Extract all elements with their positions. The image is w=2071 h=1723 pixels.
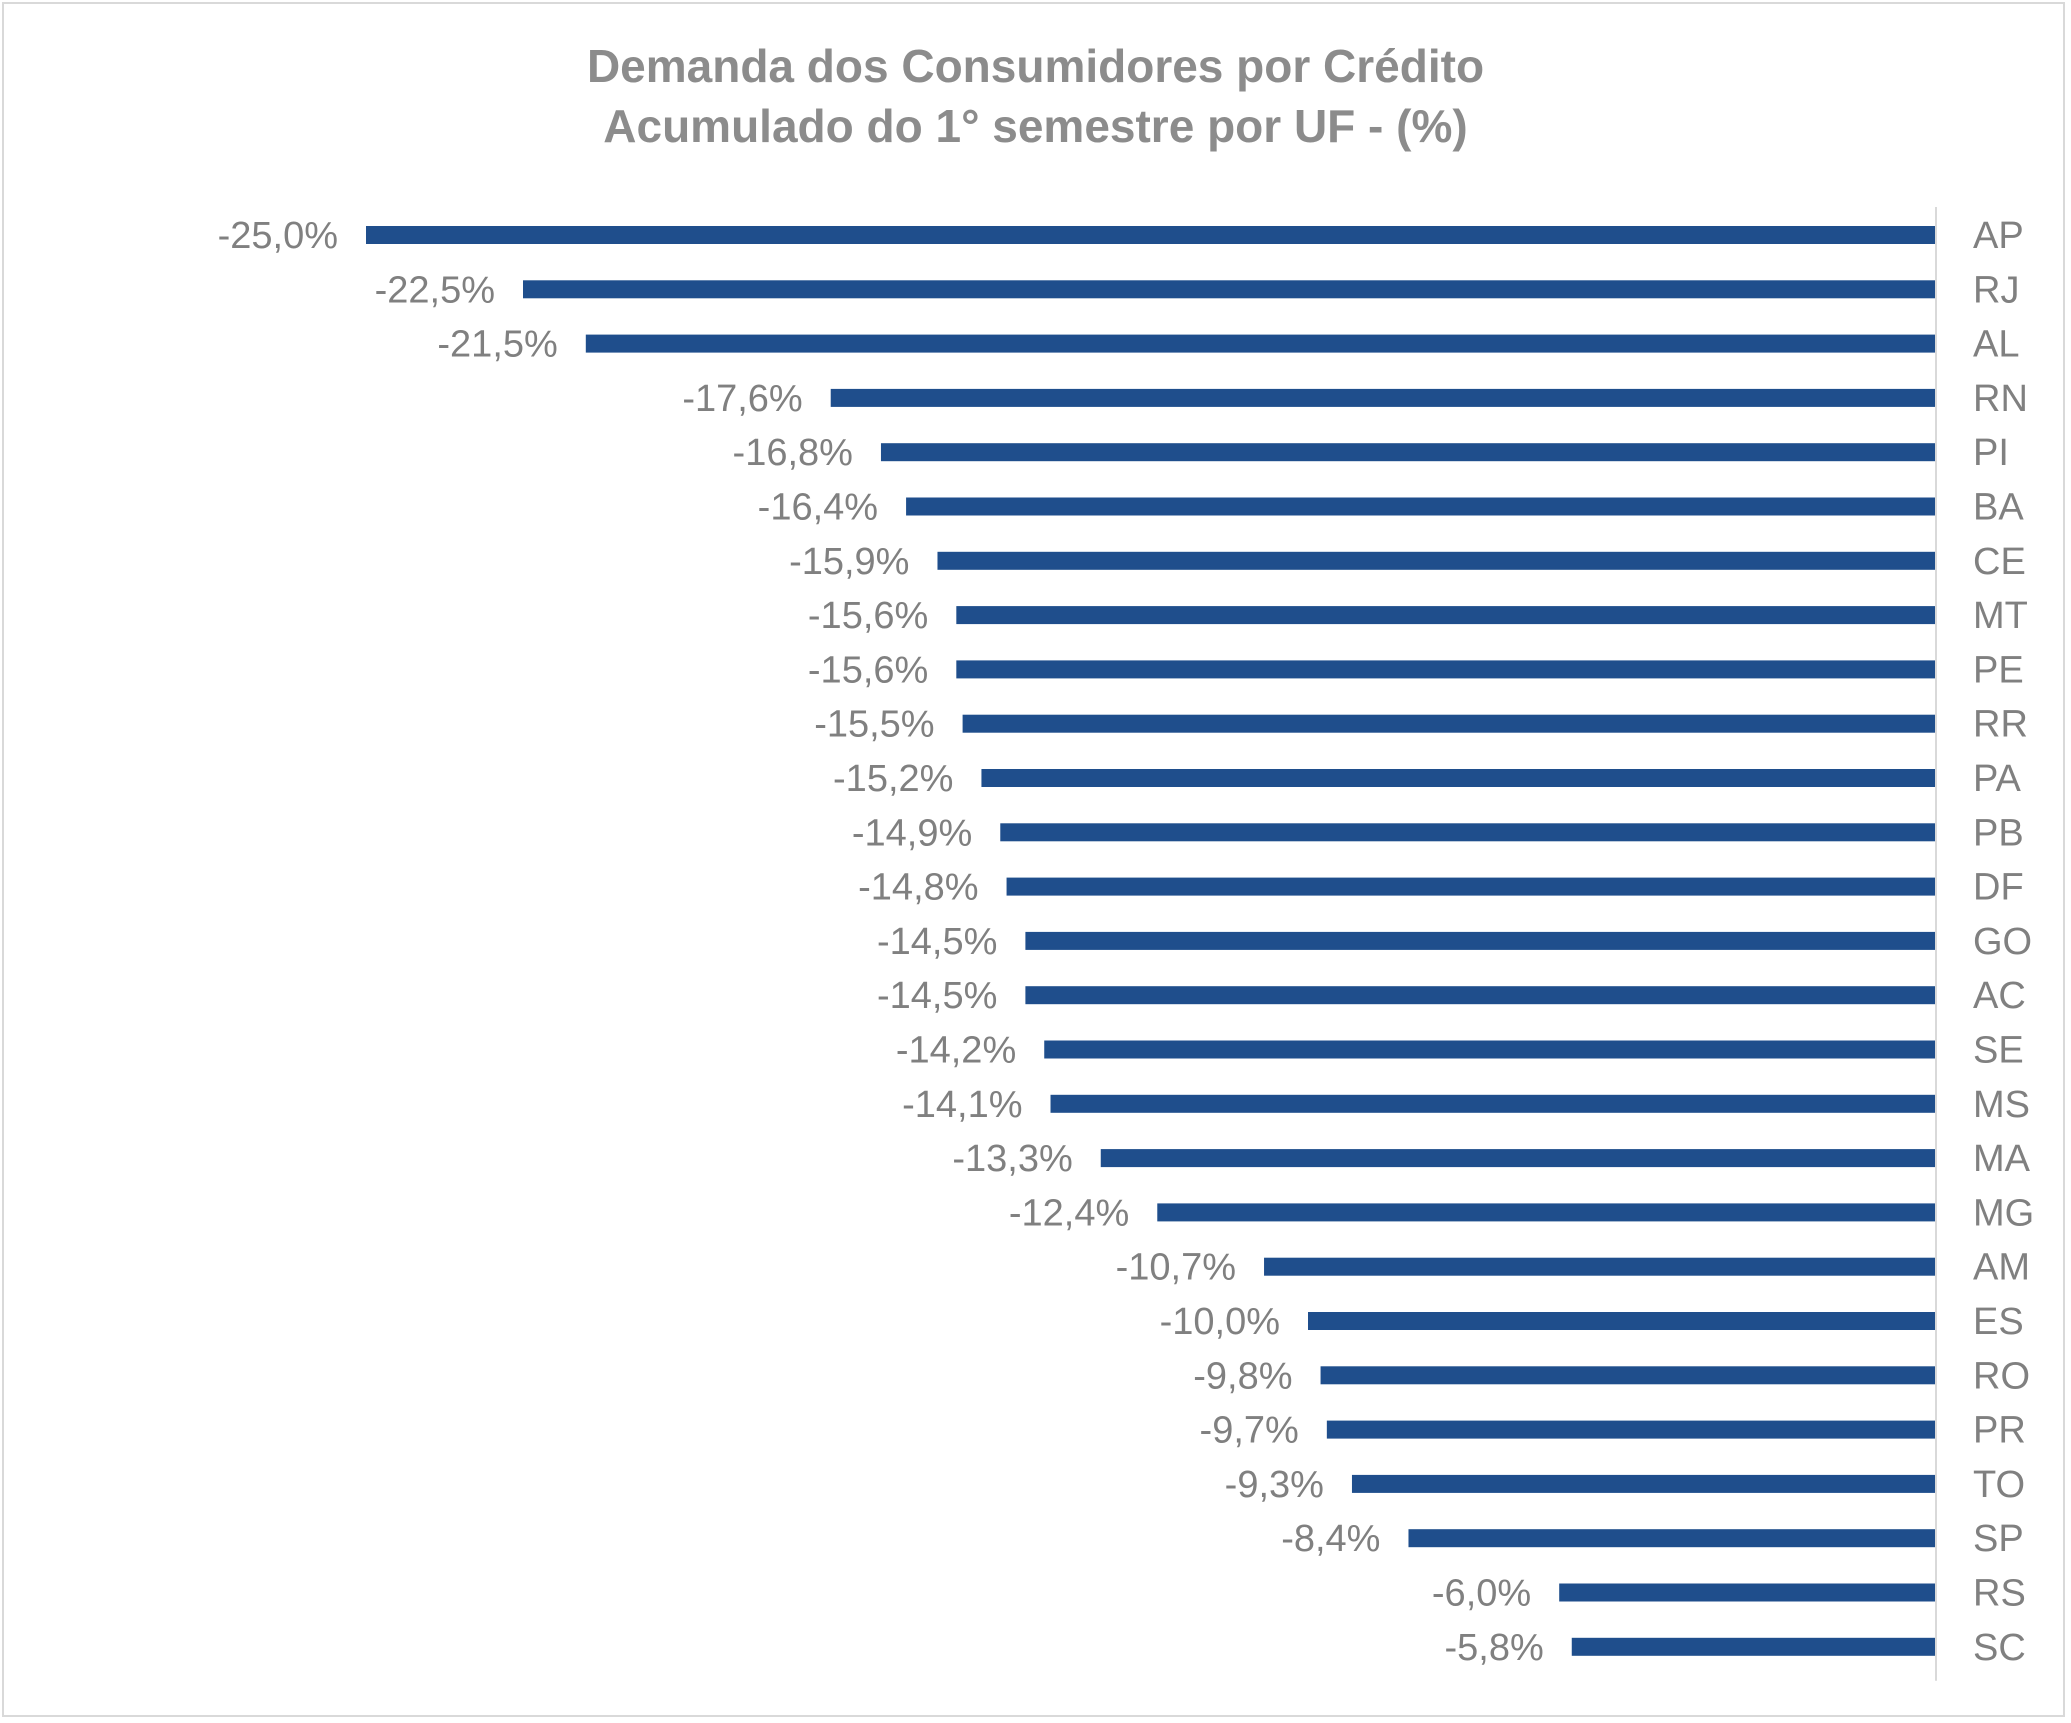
bar-ms [1050, 1094, 1936, 1113]
bar-pr [1326, 1420, 1936, 1439]
category-label-es: ES [1973, 1301, 2024, 1343]
category-label-rs: RS [1973, 1573, 2026, 1615]
value-label-am: -10,7% [1116, 1247, 1236, 1289]
category-label-am: AM [1973, 1247, 2030, 1289]
value-label-pe: -15,6% [808, 649, 928, 691]
bar-ac [1025, 986, 1936, 1005]
category-label-mg: MG [1973, 1192, 2034, 1234]
value-label-al: -21,5% [437, 324, 557, 366]
category-label-se: SE [1973, 1030, 2024, 1072]
value-label-ro: -9,8% [1193, 1355, 1292, 1397]
category-label-sp: SP [1973, 1518, 2024, 1560]
bar-df [1006, 877, 1936, 896]
category-label-pb: PB [1973, 812, 2024, 854]
category-label-ba: BA [1973, 487, 2024, 529]
bar-sp [1408, 1529, 1936, 1548]
value-label-go: -14,5% [877, 921, 997, 963]
bar-rs [1559, 1583, 1936, 1602]
value-label-to: -9,3% [1225, 1464, 1324, 1506]
bar-ma [1100, 1149, 1936, 1168]
value-label-se: -14,2% [896, 1030, 1016, 1072]
bar-mg [1157, 1203, 1936, 1222]
value-label-mg: -12,4% [1009, 1192, 1129, 1234]
value-label-df: -14,8% [858, 867, 978, 909]
value-label-es: -10,0% [1160, 1301, 1280, 1343]
value-label-pa: -15,2% [833, 758, 953, 800]
value-label-sc: -5,8% [1444, 1627, 1543, 1669]
bar-pa [981, 769, 1936, 787]
value-label-rn: -17,6% [682, 378, 802, 420]
bar-ro [1320, 1366, 1936, 1385]
bar-se [1044, 1040, 1936, 1059]
bar-pi [880, 443, 1937, 462]
category-label-pr: PR [1973, 1410, 2026, 1452]
bars-group [366, 226, 1937, 1656]
bar-es [1308, 1312, 1936, 1330]
category-label-to: TO [1973, 1464, 2025, 1506]
value-label-ce: -15,9% [789, 541, 909, 583]
category-label-ro: RO [1973, 1355, 2030, 1397]
value-label-rs: -6,0% [1432, 1573, 1531, 1615]
value-label-pi: -16,8% [733, 432, 853, 474]
category-label-sc: SC [1973, 1627, 2026, 1669]
value-label-ac: -14,5% [877, 975, 997, 1017]
category-label-ms: MS [1973, 1084, 2030, 1126]
category-label-df: DF [1973, 867, 2024, 909]
bar-al [585, 334, 1936, 353]
category-label-pi: PI [1973, 432, 2009, 474]
value-label-ap: -25,0% [218, 215, 338, 257]
category-label-ma: MA [1973, 1138, 2031, 1180]
bar-mt [956, 606, 1936, 625]
value-label-mt: -15,6% [808, 595, 928, 637]
bar-ce [937, 551, 1936, 570]
value-labels-group: -25,0% -22,5% -21,5% -17,6% -16,8% -16,4% -15,… [218, 215, 1544, 1669]
value-label-ma: -13,3% [952, 1138, 1072, 1180]
category-label-go: GO [1973, 921, 2032, 963]
chart-subtitle: Acumulado do 1° semestre por UF - (%) [603, 100, 1468, 152]
value-label-ba: -16,4% [758, 487, 878, 529]
bar-am [1264, 1257, 1936, 1276]
category-label-rr: RR [1973, 704, 2028, 746]
bar-sc [1571, 1637, 1936, 1656]
category-label-ap: AP [1973, 215, 2024, 257]
value-label-rr: -15,5% [814, 704, 934, 746]
value-label-pb: -14,9% [852, 812, 972, 854]
bar-ap [366, 226, 1936, 244]
category-label-pe: PE [1973, 649, 2024, 691]
category-label-ce: CE [1973, 541, 2026, 583]
bar-rj [523, 280, 1936, 299]
category-label-pa: PA [1973, 758, 2022, 800]
bar-rr [962, 714, 1936, 733]
category-labels-group: AP RJ AL RN PI BA CE MT PE RR PA PB DF GO AC SE MS MA MG AM… [1973, 215, 2034, 1669]
bar-pb [1000, 823, 1936, 842]
category-label-ac: AC [1973, 975, 2026, 1017]
chart-title-block: Demanda dos Consumidores por Crédito Acu… [0, 36, 2071, 156]
value-label-sp: -8,4% [1281, 1518, 1380, 1560]
category-label-rj: RJ [1973, 269, 2019, 311]
category-label-rn: RN [1973, 378, 2028, 420]
category-label-mt: MT [1973, 595, 2028, 637]
chart-title: Demanda dos Consumidores por Crédito [586, 40, 1485, 92]
bar-rn [830, 388, 1936, 407]
bar-pe [956, 660, 1936, 679]
bar-ba [906, 497, 1936, 516]
bar-to [1351, 1474, 1936, 1493]
value-label-pr: -9,7% [1200, 1410, 1299, 1452]
bar-go [1025, 931, 1936, 950]
value-label-ms: -14,1% [902, 1084, 1022, 1126]
value-label-rj: -22,5% [375, 269, 495, 311]
category-label-al: AL [1973, 324, 2019, 366]
